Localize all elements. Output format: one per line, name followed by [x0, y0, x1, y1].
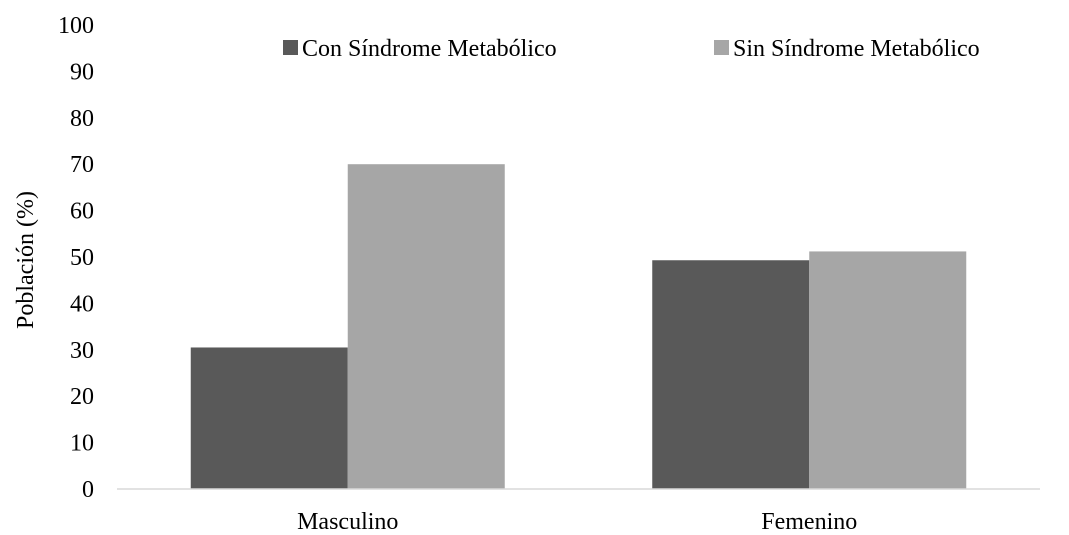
bar-sin-masculino	[347, 164, 505, 489]
y-tick-label: 70	[70, 152, 94, 178]
y-tick-label: 60	[70, 199, 94, 225]
y-tick-label: 50	[70, 245, 94, 271]
y-tick-label: 40	[70, 291, 94, 317]
y-axis-ticks: 0 10 20 30 40 50 60 70 80 90 100	[58, 13, 94, 503]
y-tick-label: 100	[58, 13, 94, 39]
y-tick-label: 10	[70, 431, 94, 457]
bar-con-femenino	[652, 260, 810, 489]
legend-swatch	[283, 40, 298, 55]
legend-swatch	[714, 40, 729, 55]
legend-label: Con Síndrome Metabólico	[302, 36, 557, 62]
y-tick-label: 30	[70, 338, 94, 364]
y-axis-title: Población (%)	[13, 191, 39, 329]
y-tick-label: 80	[70, 106, 94, 132]
legend: Con Síndrome Metabólico Sin Síndrome Meta…	[283, 36, 980, 62]
bars	[190, 164, 967, 489]
x-tick-label: Femenino	[761, 509, 857, 535]
bar-con-masculino	[190, 347, 348, 489]
legend-label: Sin Síndrome Metabólico	[733, 36, 980, 62]
x-axis-ticks: Masculino Femenino	[297, 509, 857, 535]
y-tick-label: 0	[82, 477, 94, 503]
y-tick-label: 20	[70, 384, 94, 410]
bar-sin-femenino	[809, 251, 967, 489]
x-tick-label: Masculino	[297, 509, 398, 535]
y-tick-label: 90	[70, 59, 94, 85]
